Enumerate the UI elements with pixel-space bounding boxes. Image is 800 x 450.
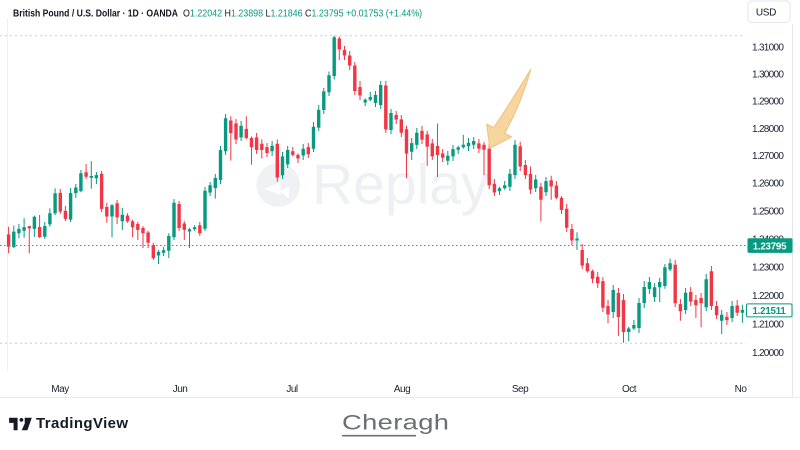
svg-text:1.27000: 1.27000 (752, 151, 784, 162)
svg-text:1.23000: 1.23000 (752, 262, 784, 273)
svg-text:Oct: Oct (622, 384, 637, 395)
svg-text:USD: USD (756, 7, 776, 18)
svg-text:1.22000: 1.22000 (752, 291, 784, 302)
svg-text:1.21511: 1.21511 (752, 306, 786, 317)
svg-text:1.31000: 1.31000 (752, 42, 784, 53)
svg-text:May: May (51, 384, 69, 395)
svg-text:Aug: Aug (394, 384, 410, 395)
svg-text:Jun: Jun (173, 384, 188, 395)
svg-text:TradingView: TradingView (36, 415, 128, 432)
svg-text:1.20000: 1.20000 (752, 348, 784, 359)
svg-text:1.29000: 1.29000 (752, 97, 784, 108)
svg-text:British Pound / U.S. Dollar ·: British Pound / U.S. Dollar · 1D · OANDA (13, 8, 178, 19)
svg-text:No: No (735, 384, 748, 395)
svg-text:Jul: Jul (286, 384, 298, 395)
svg-text:Sep: Sep (512, 384, 529, 395)
svg-text:Cheragh: Cheragh (342, 411, 449, 435)
svg-text:1.21000: 1.21000 (752, 319, 784, 330)
svg-text:1.25000: 1.25000 (752, 206, 784, 217)
svg-text:Replay: Replay (312, 153, 490, 217)
svg-text:1.23795: 1.23795 (753, 241, 787, 252)
svg-text:1.28000: 1.28000 (752, 124, 784, 135)
svg-text:1.30000: 1.30000 (752, 70, 784, 81)
svg-text:1.26000: 1.26000 (752, 179, 784, 190)
svg-text:O1.22042 H1.23898 L1.21846: O1.22042 H1.23898 L1.21846 C1.23795 +0.0… (183, 8, 422, 20)
